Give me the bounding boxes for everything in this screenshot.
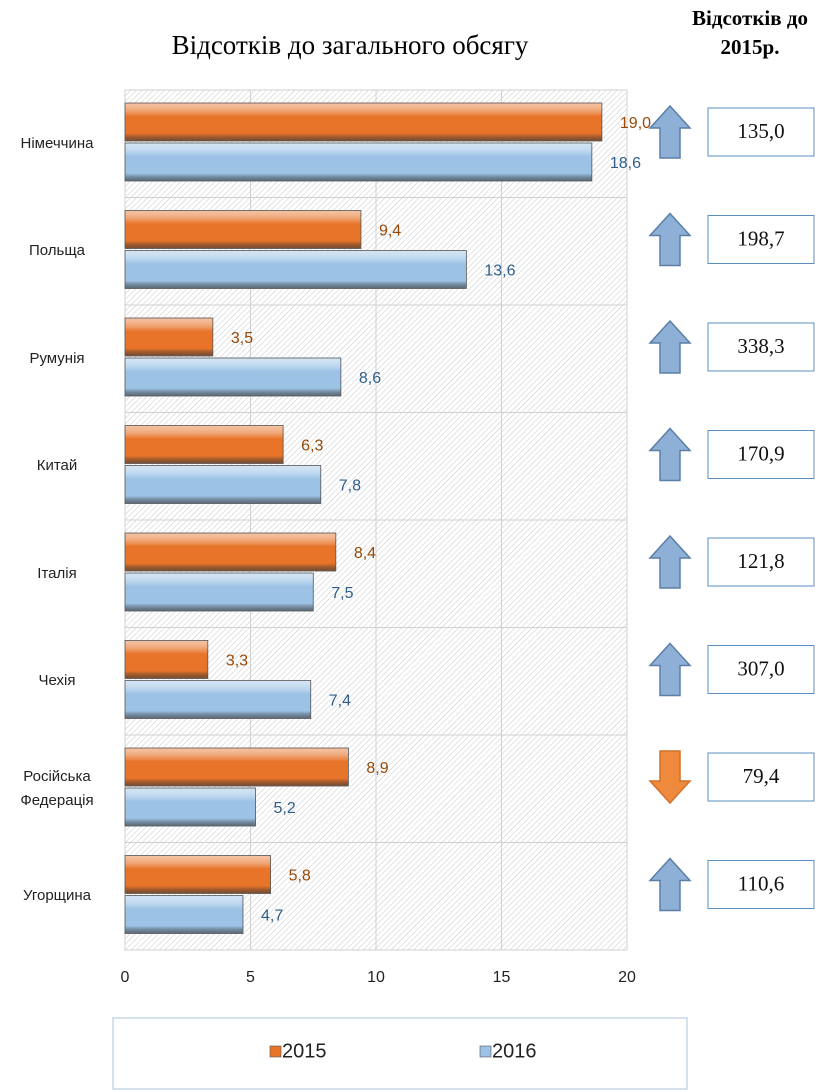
arrow-up [648,104,692,159]
bar-shade [124,142,593,182]
legend-swatch [269,1045,282,1058]
arrow-up [648,534,692,589]
panel-value: 338,3 [737,334,784,358]
panel-value: 121,8 [737,549,784,573]
x-tick-label: 5 [246,969,255,986]
bar-shade [124,855,271,894]
panel-box [707,215,815,264]
bar-shade [124,425,284,464]
value-label: 6,3 [301,438,323,455]
panel-box [707,430,815,479]
legend-label: 2015 [282,1040,327,1062]
x-tick-label: 10 [367,969,385,986]
bar-shade [124,572,314,612]
panel-box [707,322,815,372]
panel-box [707,107,815,157]
y-tick-label: Польща [28,242,86,260]
legend-swatch [479,1045,492,1058]
y-tick-label: Російська Федерація [20,767,94,809]
value-label: 5,2 [274,800,296,817]
bar-shade [124,465,322,504]
bar-shade [124,747,349,787]
y-tick-label: Чехія [38,672,76,690]
panel-value: 110,6 [738,871,784,895]
bar-shade [124,787,256,827]
value-label: 8,6 [359,370,381,387]
bar-shade [124,895,244,934]
legend-box [112,1017,688,1090]
bar-shade [124,317,214,357]
panel-box [707,860,815,909]
arrow-up [648,319,692,374]
value-label: 9,4 [379,223,401,240]
value-label: 7,4 [329,693,351,710]
bar-shade [124,210,362,249]
value-label: 3,5 [231,330,253,347]
arrow-up [648,427,692,482]
legend-label: 2016 [492,1040,537,1062]
panel-box [707,645,815,694]
panel-value: 79,4 [743,764,780,788]
bar-shade [124,250,467,289]
panel-title: Відсотків до 2015р. [692,6,808,59]
x-tick-label: 20 [618,969,636,986]
x-tick-label: 15 [493,969,511,986]
x-tick-label: 0 [121,969,130,986]
value-label: 4,7 [261,908,283,925]
y-tick-label: Німеччина [20,134,94,152]
value-label: 5,8 [289,868,311,885]
y-tick-label: Китай [36,457,78,475]
panel-value: 198,7 [737,226,784,250]
y-tick-label: Румунія [29,349,85,367]
value-label: 7,5 [331,585,353,602]
bar-shade [124,680,312,719]
panel-value: 135,0 [737,119,784,143]
chart-title: Відсотків до загального обсягу [171,30,529,60]
arrow-up [648,212,692,267]
arrow-up [648,642,692,697]
panel-value: 307,0 [737,656,784,680]
y-tick-label: Угорщина [22,887,92,905]
bar-shade [124,640,209,679]
y-tick-label: Італія [37,564,77,582]
value-label: 8,9 [366,760,388,777]
bar-shade [124,532,337,572]
value-label: 19,0 [620,115,651,132]
value-label: 13,6 [484,263,515,280]
panel-box [707,752,815,802]
value-label: 18,6 [610,155,641,172]
value-label: 7,8 [339,478,361,495]
panel-box [707,537,815,587]
bar-shade [124,102,603,142]
value-label: 8,4 [354,545,376,562]
arrow-up [648,857,692,912]
value-label: 3,3 [226,653,248,670]
bar-shade [124,357,342,397]
arrow-down [648,750,692,805]
panel-value: 170,9 [737,441,784,465]
